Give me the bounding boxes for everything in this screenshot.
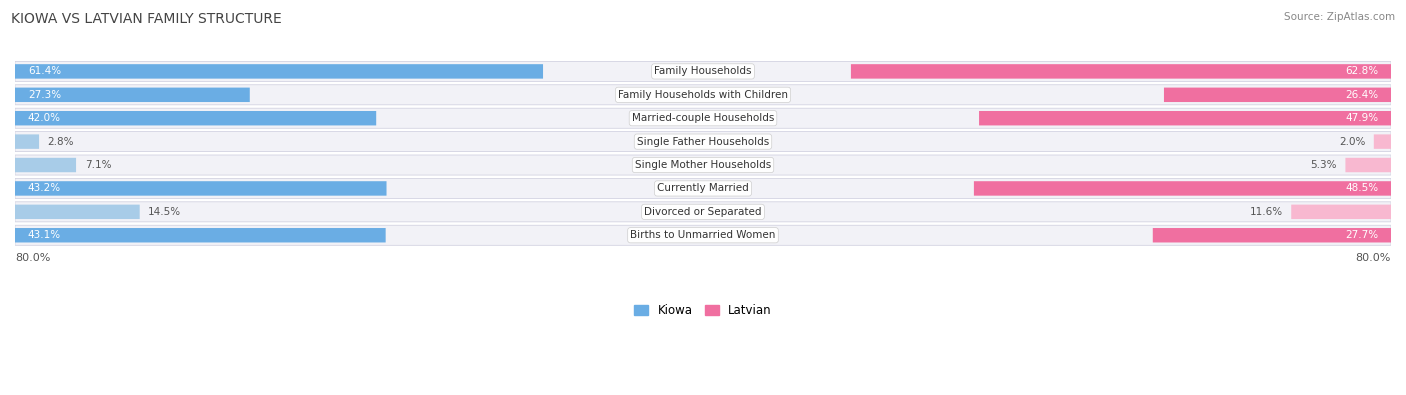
FancyBboxPatch shape — [1291, 205, 1391, 219]
Text: 14.5%: 14.5% — [148, 207, 181, 217]
FancyBboxPatch shape — [15, 132, 1391, 152]
FancyBboxPatch shape — [1164, 88, 1391, 102]
FancyBboxPatch shape — [15, 61, 1391, 81]
Text: 26.4%: 26.4% — [1346, 90, 1378, 100]
FancyBboxPatch shape — [15, 225, 1391, 245]
Text: 47.9%: 47.9% — [1346, 113, 1378, 123]
Text: 43.1%: 43.1% — [28, 230, 60, 240]
FancyBboxPatch shape — [1374, 134, 1391, 149]
Text: Family Households with Children: Family Households with Children — [619, 90, 787, 100]
Legend: Kiowa, Latvian: Kiowa, Latvian — [630, 300, 776, 322]
Text: Currently Married: Currently Married — [657, 183, 749, 194]
Text: 27.7%: 27.7% — [1346, 230, 1378, 240]
FancyBboxPatch shape — [15, 111, 377, 126]
FancyBboxPatch shape — [15, 228, 385, 243]
FancyBboxPatch shape — [15, 88, 250, 102]
Text: Single Father Households: Single Father Households — [637, 137, 769, 147]
Text: Source: ZipAtlas.com: Source: ZipAtlas.com — [1284, 12, 1395, 22]
Text: Births to Unmarried Women: Births to Unmarried Women — [630, 230, 776, 240]
Text: 80.0%: 80.0% — [15, 253, 51, 263]
Text: 43.2%: 43.2% — [28, 183, 60, 194]
Text: 62.8%: 62.8% — [1346, 66, 1378, 76]
Text: KIOWA VS LATVIAN FAMILY STRUCTURE: KIOWA VS LATVIAN FAMILY STRUCTURE — [11, 12, 283, 26]
FancyBboxPatch shape — [851, 64, 1391, 79]
FancyBboxPatch shape — [1346, 158, 1391, 172]
FancyBboxPatch shape — [15, 155, 1391, 175]
FancyBboxPatch shape — [15, 181, 387, 196]
FancyBboxPatch shape — [15, 202, 1391, 222]
Text: 2.0%: 2.0% — [1339, 137, 1365, 147]
FancyBboxPatch shape — [15, 205, 139, 219]
Text: 5.3%: 5.3% — [1310, 160, 1337, 170]
Text: Family Households: Family Households — [654, 66, 752, 76]
Text: Married-couple Households: Married-couple Households — [631, 113, 775, 123]
Text: 61.4%: 61.4% — [28, 66, 60, 76]
FancyBboxPatch shape — [1153, 228, 1391, 243]
FancyBboxPatch shape — [15, 85, 1391, 105]
Text: 2.8%: 2.8% — [48, 137, 75, 147]
Text: 48.5%: 48.5% — [1346, 183, 1378, 194]
FancyBboxPatch shape — [15, 179, 1391, 198]
Text: 27.3%: 27.3% — [28, 90, 60, 100]
Text: 80.0%: 80.0% — [1355, 253, 1391, 263]
Text: 42.0%: 42.0% — [28, 113, 60, 123]
Text: Single Mother Households: Single Mother Households — [636, 160, 770, 170]
Text: 11.6%: 11.6% — [1250, 207, 1282, 217]
FancyBboxPatch shape — [15, 64, 543, 79]
FancyBboxPatch shape — [974, 181, 1391, 196]
FancyBboxPatch shape — [15, 158, 76, 172]
FancyBboxPatch shape — [15, 134, 39, 149]
FancyBboxPatch shape — [979, 111, 1391, 126]
Text: 7.1%: 7.1% — [84, 160, 111, 170]
FancyBboxPatch shape — [15, 108, 1391, 128]
Text: Divorced or Separated: Divorced or Separated — [644, 207, 762, 217]
